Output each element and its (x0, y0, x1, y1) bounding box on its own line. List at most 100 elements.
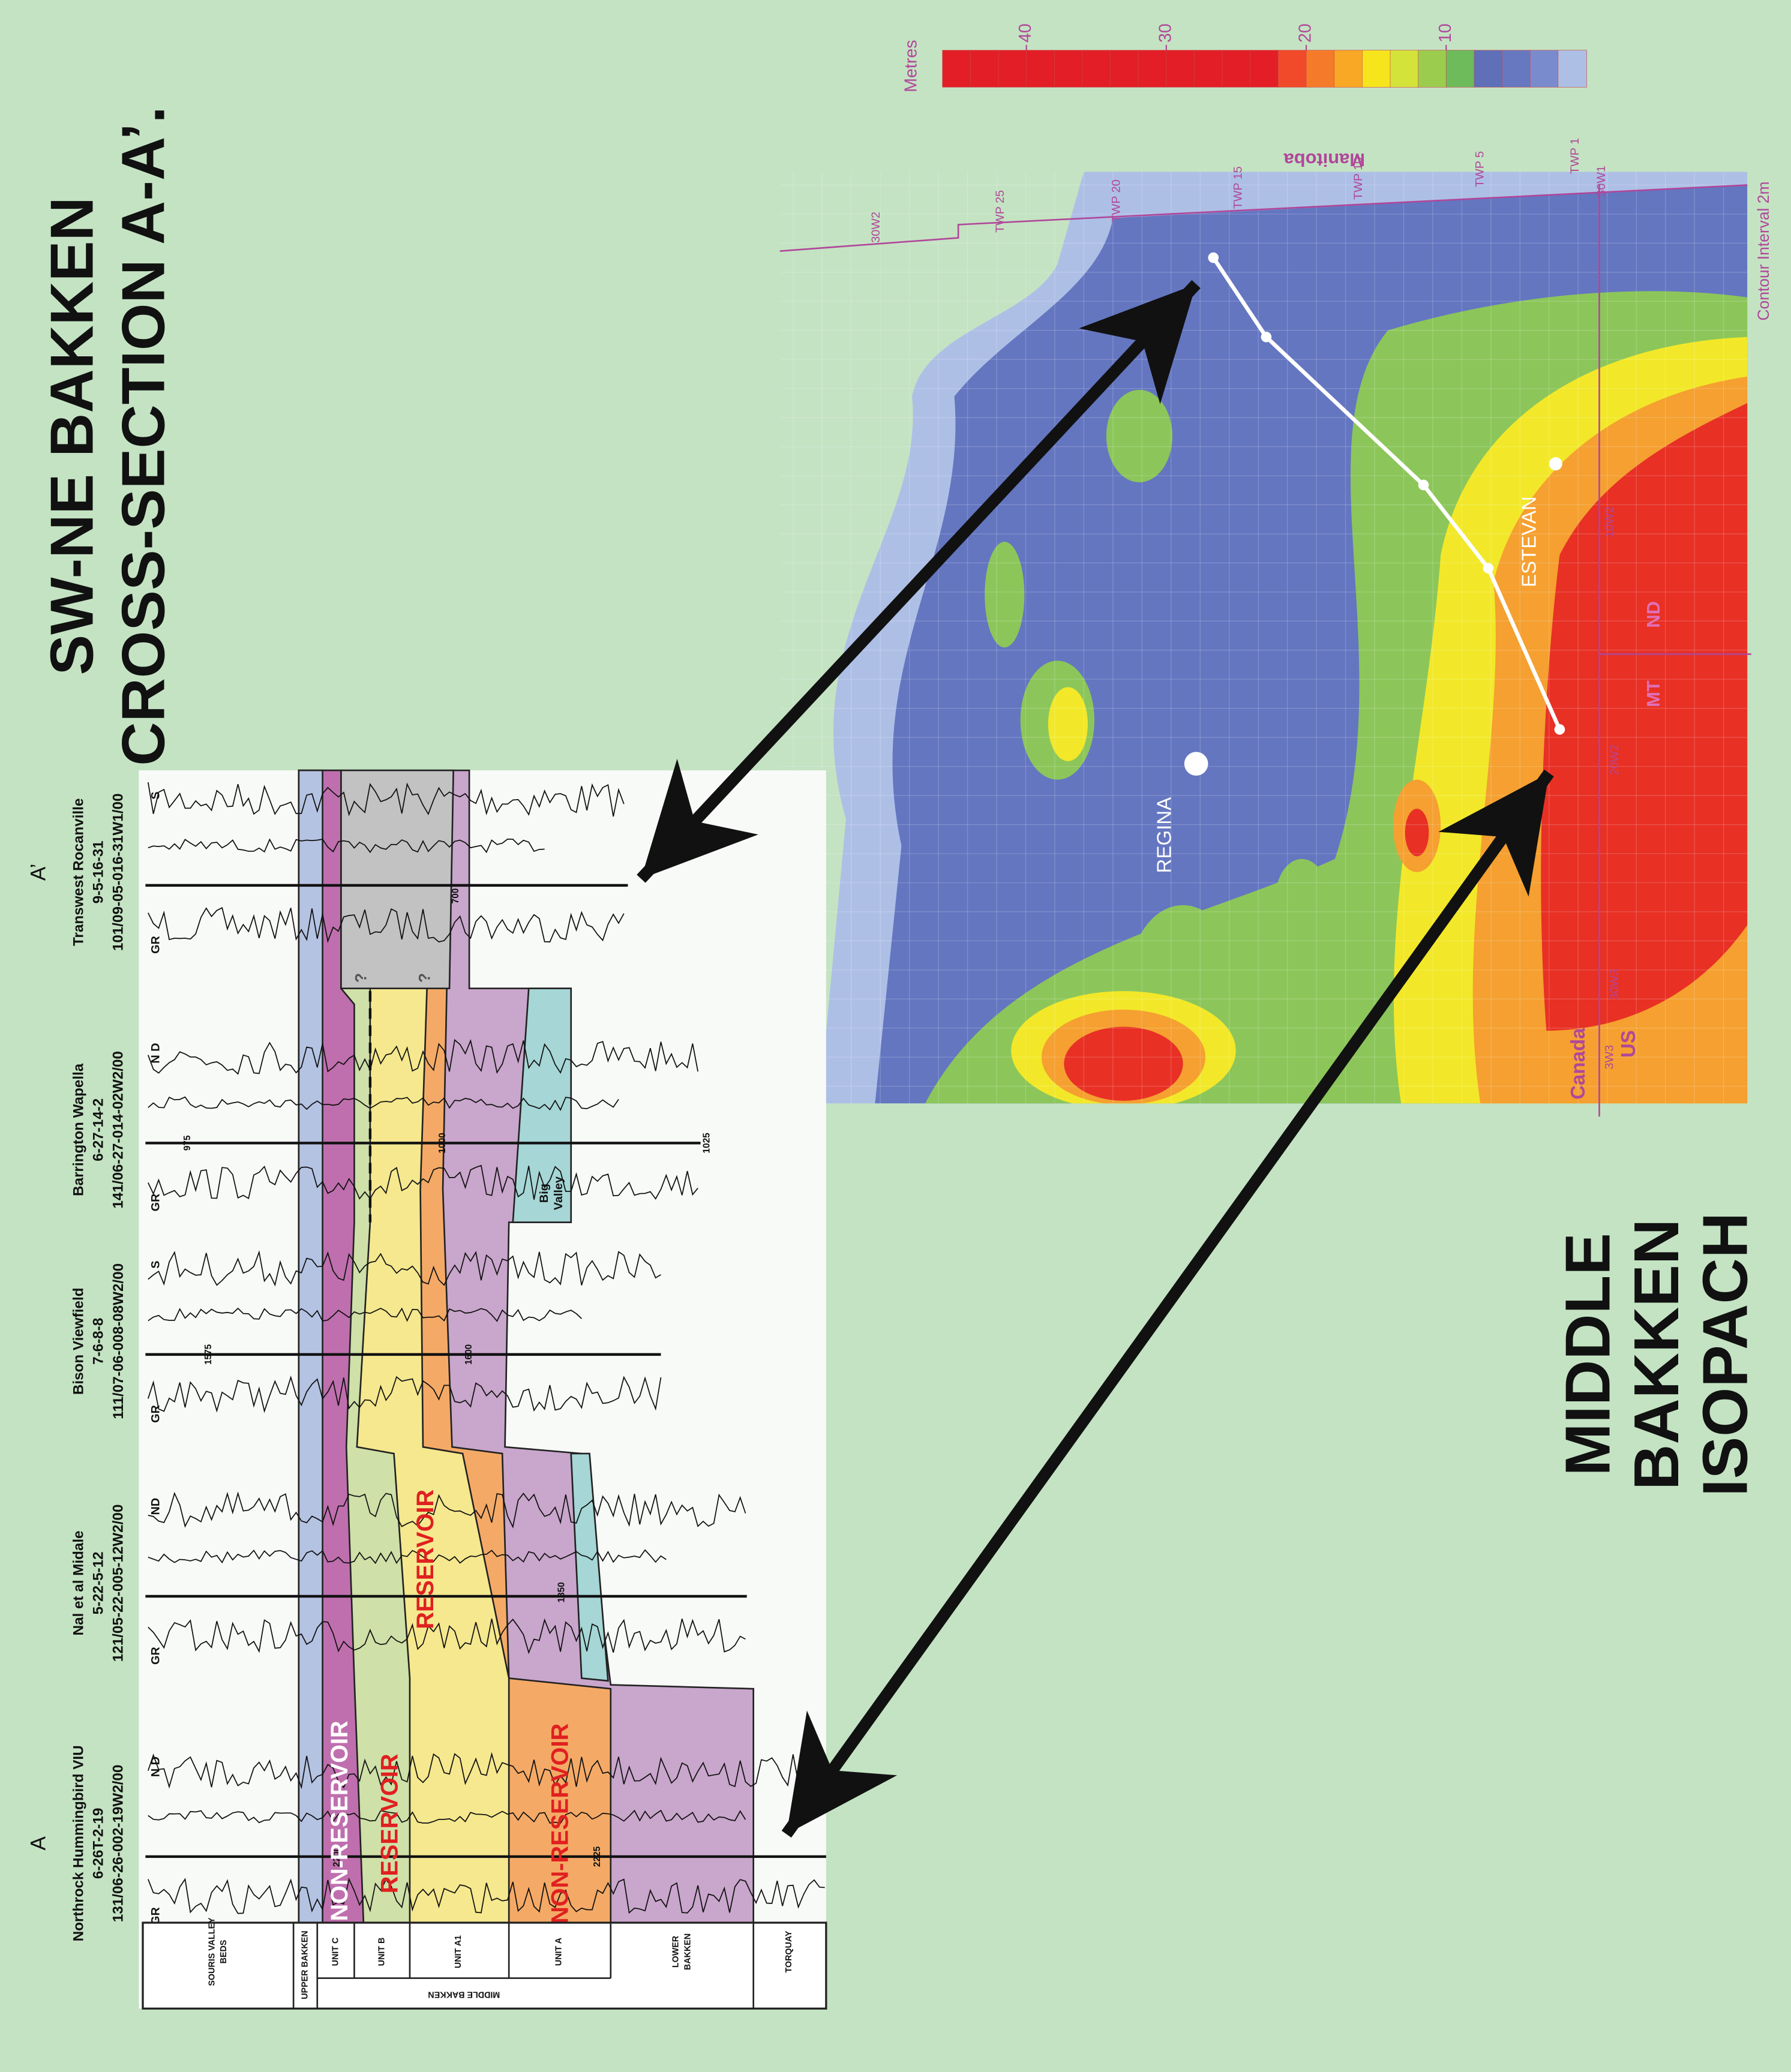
depth-label: 1000 (437, 1133, 448, 1153)
scale-swatch (1166, 50, 1195, 88)
log-trace (148, 1491, 746, 1529)
map-label: 30W1 (1595, 166, 1608, 197)
map-label: Canada (1567, 1028, 1589, 1100)
zone-label: ? (415, 973, 433, 983)
log-trace (148, 1618, 746, 1654)
well-uwi: 101/09-05-016-31W1/00 (110, 794, 127, 951)
unit-label: BEDS (219, 1940, 229, 1964)
map-title: MIDDLE (1552, 1233, 1623, 1476)
well-location: 6-26T-2-19 (91, 1808, 107, 1879)
depth-label: 1850 (556, 1582, 566, 1602)
log-trace (147, 782, 625, 817)
big-valley (570, 1452, 609, 1682)
scale-swatch (1474, 50, 1503, 88)
map-label: MT (1643, 680, 1664, 707)
map-label: TWP 20 (1110, 179, 1123, 222)
unit-label: UNIT A1 (454, 1935, 463, 1968)
log-trace (148, 907, 625, 944)
map-label: Contour Interval 2m (1754, 182, 1772, 321)
title: SW-NE BAKKEN (38, 197, 106, 675)
scale-swatch (1445, 50, 1475, 88)
depth-label: 1600 (464, 1344, 474, 1365)
zone-label: RESERVOIR (377, 1753, 403, 1893)
well-uwi: 121/05-22-005-12W2/00 (110, 1505, 127, 1662)
scale-swatch (1082, 50, 1111, 88)
map-title: BAKKEN (1621, 1219, 1692, 1490)
well-point (1554, 724, 1565, 735)
arrow-head (1438, 773, 1549, 897)
log-trace (147, 1038, 699, 1075)
well-uwi: 111/07-06-008-08W2/00 (110, 1263, 127, 1419)
map-zone (1106, 389, 1172, 483)
scale-swatch (1194, 50, 1223, 88)
well-point (1418, 479, 1429, 491)
unit-label: SOURIS VALLEY (207, 1917, 217, 1986)
well-location: 5-22-5-12 (91, 1551, 107, 1614)
zone-label: NON-RESERVOIR (326, 1720, 353, 1921)
well-point (1208, 252, 1219, 263)
depth-label: 1575 (203, 1344, 214, 1365)
scale-swatch (1138, 50, 1168, 88)
map-label: 20W2 (1608, 744, 1621, 776)
log-trace (148, 838, 545, 854)
scale-swatch (1054, 50, 1084, 88)
unknown-zone (340, 769, 455, 990)
scale-swatch (1418, 50, 1447, 88)
map-label: Manitoba (1283, 149, 1365, 170)
scale-swatch (1250, 50, 1279, 88)
well-location: 6-27-14-2 (91, 1098, 107, 1161)
scale-swatch (1334, 50, 1363, 88)
depth-label: 2200 (332, 1846, 342, 1867)
scale-tick-label: 20 (1296, 23, 1315, 43)
map-label: ESTEVAN (1519, 496, 1541, 587)
arrow-head (1079, 284, 1196, 404)
scale-swatch (1278, 50, 1307, 88)
scale-tick-label: 30 (1156, 23, 1175, 43)
log-label: N D (149, 1756, 162, 1777)
log-trace (148, 1096, 619, 1112)
map-label: TWP 5 (1473, 151, 1486, 187)
well-uwi: 131/06-26-002-19W2/00 (110, 1765, 127, 1923)
depth-label: 700 (451, 888, 461, 904)
log-label: ND (149, 1498, 162, 1515)
log-trace (148, 1809, 746, 1824)
log-label: S (149, 791, 162, 799)
scale-swatch (1390, 50, 1420, 88)
well-point (1483, 563, 1494, 574)
unit-label: LOWER (671, 1935, 681, 1968)
end-label: A (26, 1836, 50, 1851)
log-trace (148, 1250, 661, 1287)
map-label: 10W2 (1603, 506, 1616, 537)
map-title: ISOPACH (1690, 1212, 1760, 1497)
depth-label: 1025 (702, 1133, 712, 1154)
arrow-shaft (781, 769, 1554, 1838)
map-label: REGINA (1154, 797, 1176, 873)
scale-tick-label: 40 (1016, 23, 1035, 43)
well-name: Northrock Hummingbird VIU (71, 1745, 87, 1941)
log-label: S (149, 1260, 162, 1268)
city-dot (1184, 752, 1208, 776)
city-dot (1549, 457, 1562, 471)
map-label: TWP 25 (994, 190, 1007, 233)
zone-label: NON-RESERVOIR (547, 1723, 574, 1924)
log-trace (148, 1164, 698, 1200)
map-label: 3W3 (1603, 1045, 1616, 1070)
well-uwi: 141/06-27-014-02W2/00 (110, 1051, 127, 1209)
map-zone (1405, 809, 1429, 857)
map-zone (1275, 858, 1328, 938)
map-label: TWP 15 (1231, 166, 1244, 209)
scale-tick-label: 10 (1436, 23, 1455, 43)
scale-swatch (1026, 50, 1055, 88)
well-name: Barrington Wapella (71, 1063, 87, 1196)
zone-label: Valley (552, 1176, 565, 1210)
well-location: 9-5-16-31 (91, 840, 107, 903)
log-label: N D (149, 1043, 162, 1064)
well-name: Nal et al Midale (71, 1530, 87, 1635)
unit-table (142, 1921, 827, 2010)
log-label: GR (149, 936, 162, 954)
unit-label: MIDDLE BAKKEN (428, 1989, 500, 1999)
unit-label: UNIT B (377, 1938, 386, 1966)
upper-bakken (298, 769, 323, 1924)
